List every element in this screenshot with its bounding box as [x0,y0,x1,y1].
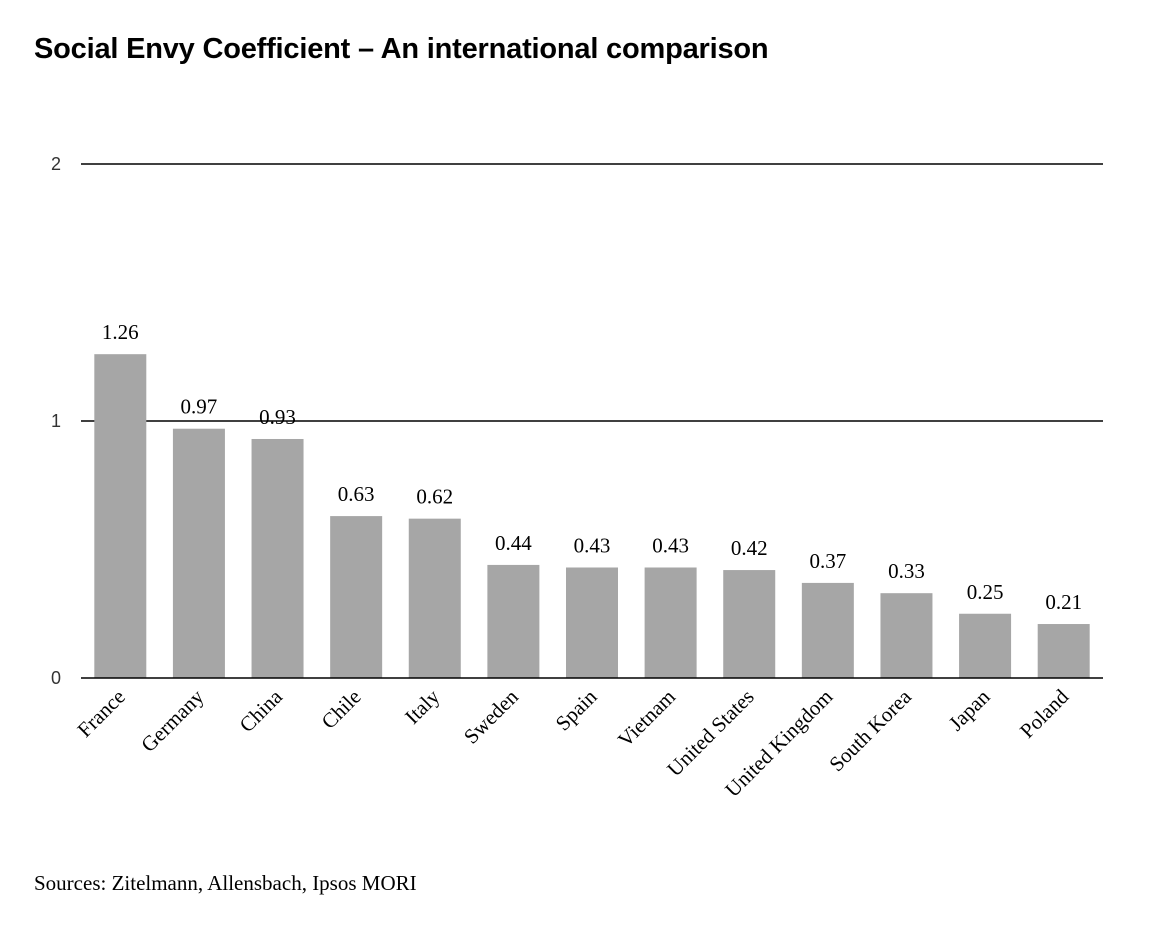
x-tick-label: Japan [944,684,995,735]
data-label: 0.62 [416,485,453,509]
x-tick-label: Spain [551,684,602,735]
y-tick-label-1: 1 [51,411,61,431]
y-tick-label-2: 2 [51,154,61,174]
data-label: 0.21 [1045,590,1082,614]
chart-title: Social Envy Coefficient – An internation… [34,33,769,65]
data-label: 0.63 [338,482,375,506]
gridlines [81,163,1103,422]
source-note: Sources: Zitelmann, Allensbach, Ipsos MO… [34,871,417,895]
bars [94,354,1090,678]
data-label: 0.97 [181,395,218,419]
x-tick-label: Chile [317,685,366,734]
bar-italy [408,518,461,678]
bar-spain [566,567,618,678]
bar-chile [330,516,383,678]
x-axis-ticks: France Germany China Chile Italy Sweden Spain V… [72,684,1073,802]
bar-united-kingdom [801,582,854,678]
x-tick-label: Vietnam [613,685,680,752]
y-axis-ticks: 0 1 2 [51,154,61,688]
x-tick-label: China [235,684,288,737]
bar-germany [172,428,225,678]
bar-poland [1037,624,1090,678]
bar-sweden [487,564,540,678]
bar-south-korea [880,593,933,678]
y-tick-label-0: 0 [51,668,61,688]
data-label: 0.33 [888,559,925,583]
data-label: 0.43 [652,533,689,557]
data-label: 0.37 [809,549,846,573]
x-tick-label: Sweden [459,684,523,748]
bar-chart: 1.26 0.97 0.93 0.63 0.62 0.44 0.43 0.43 0.42 0.37… [51,154,1103,802]
data-label: 0.93 [259,405,296,429]
x-tick-label: Poland [1015,684,1074,743]
data-label: 0.25 [967,580,1004,604]
data-label: 1.26 [102,320,139,344]
x-tick-label: South Korea [824,684,916,776]
x-tick-label: Italy [400,684,445,729]
bar-japan [959,613,1012,678]
x-tick-label: France [72,685,129,742]
x-tick-label: Germany [136,684,209,757]
bar-france [94,354,147,678]
data-labels: 1.26 0.97 0.93 0.63 0.62 0.44 0.43 0.43 0.42 0.37… [102,320,1082,614]
data-label: 0.43 [574,533,611,557]
bar-vietnam [644,567,697,678]
data-label: 0.42 [731,536,768,560]
data-label: 0.44 [495,531,532,555]
bar-united-states [723,570,776,678]
bar-china [251,438,304,678]
